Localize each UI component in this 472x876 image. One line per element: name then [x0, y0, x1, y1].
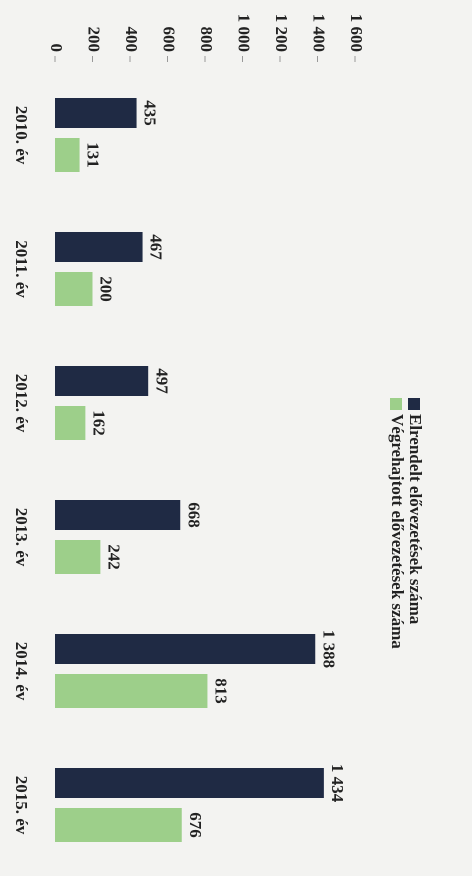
data-label: 131 — [84, 142, 103, 168]
data-label: 676 — [186, 812, 205, 838]
y-tick-label: 400 — [122, 27, 141, 53]
y-tick-label: 800 — [197, 27, 216, 53]
bar — [55, 138, 80, 172]
bar — [55, 674, 208, 708]
data-label: 1 434 — [328, 764, 347, 803]
bar — [55, 500, 181, 530]
y-tick-label: 600 — [160, 27, 179, 53]
data-label: 162 — [89, 410, 108, 436]
legend-swatch — [408, 398, 420, 410]
bar — [55, 808, 182, 842]
x-tick-label: 2012. év — [12, 374, 31, 433]
y-tick-label: 1 000 — [235, 14, 254, 52]
data-label: 1 388 — [319, 630, 338, 668]
x-tick-label: 2014. év — [12, 642, 31, 701]
legend-label: Végrehajtott elővezetések száma — [388, 414, 407, 649]
bar — [55, 366, 149, 396]
data-label: 200 — [97, 276, 116, 302]
bar — [55, 768, 324, 798]
x-tick-label: 2013. év — [12, 508, 31, 567]
x-tick-label: 2015. év — [12, 776, 31, 835]
data-label: 467 — [147, 234, 166, 260]
plot: 0 200 400 600 800 1 000 1 200 1 400 1 600 2010. é… — [12, 14, 425, 842]
y-tick-label: 1 200 — [272, 14, 291, 52]
y-tick-label: 0 — [47, 44, 66, 53]
data-label: 435 — [141, 100, 160, 126]
x-tick-label: 2011. év — [12, 240, 31, 298]
y-tick-label: 1 600 — [347, 14, 366, 52]
data-label: 497 — [152, 368, 171, 394]
legend-label: Elrendelt elővezetések száma — [406, 414, 425, 625]
y-tick-label: 200 — [85, 27, 104, 53]
legend-swatch — [390, 398, 402, 410]
bar — [55, 634, 316, 664]
bar — [55, 98, 137, 128]
y-tick-label: 1 400 — [310, 14, 329, 52]
bar — [55, 540, 101, 574]
data-label: 813 — [212, 678, 231, 704]
data-label: 242 — [104, 544, 123, 570]
bar — [55, 272, 93, 306]
bar — [55, 406, 86, 440]
data-label: 668 — [184, 502, 203, 528]
bar — [55, 232, 143, 262]
x-tick-label: 2010. év — [12, 106, 31, 165]
